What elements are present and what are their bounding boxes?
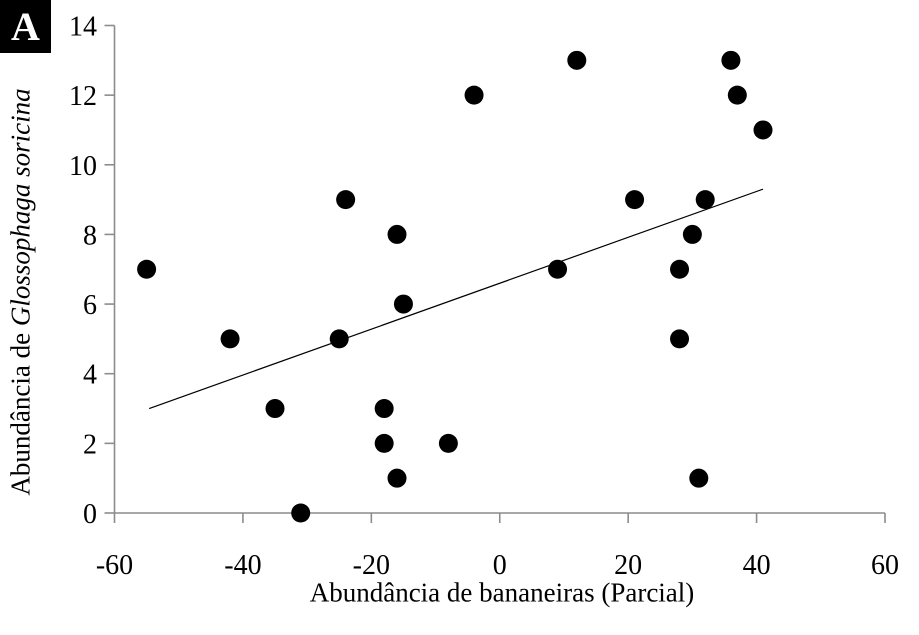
data-point <box>438 433 458 453</box>
y-tick-label: 14 <box>69 12 97 43</box>
y-tick-label: 10 <box>69 151 97 182</box>
data-point <box>464 85 484 105</box>
data-point <box>625 190 645 210</box>
panel-label: A <box>0 0 51 53</box>
data-point <box>689 468 709 488</box>
x-tick-label: 60 <box>871 550 899 581</box>
data-point <box>387 468 407 488</box>
y-tick-label: 2 <box>83 429 97 460</box>
y-tick-label: 8 <box>83 220 97 251</box>
data-point <box>374 433 394 453</box>
data-point <box>753 120 773 140</box>
data-point <box>393 294 413 314</box>
data-point <box>670 329 690 349</box>
x-tick-label: -20 <box>353 550 390 581</box>
data-point <box>721 50 741 70</box>
y-axis-title-text: Abundância de <box>5 326 36 496</box>
data-point <box>548 259 568 279</box>
y-axis-title: Abundância de Glossophaga soricina <box>6 88 37 495</box>
data-point <box>374 399 394 419</box>
data-point <box>265 399 285 419</box>
data-point <box>567 50 587 70</box>
x-tick-label: -60 <box>96 550 133 581</box>
data-point <box>329 329 349 349</box>
data-point <box>695 190 715 210</box>
x-axis-title: Abundância de bananeiras (Parcial) <box>309 577 695 608</box>
x-tick-label: 0 <box>493 550 507 581</box>
trend-line <box>148 188 764 410</box>
data-point <box>336 190 356 210</box>
data-point <box>387 224 407 244</box>
data-point <box>220 329 240 349</box>
x-tick-label: 20 <box>614 550 642 581</box>
y-axis-title-species: Glossophaga soricina <box>5 88 36 327</box>
y-tick-label: 0 <box>83 499 97 530</box>
x-tick-label: -40 <box>224 550 261 581</box>
data-point <box>291 503 311 523</box>
data-point <box>137 259 157 279</box>
y-tick-label: 4 <box>83 360 97 391</box>
y-tick-label: 6 <box>83 290 97 321</box>
data-point <box>670 259 690 279</box>
data-point <box>682 224 702 244</box>
data-point <box>727 85 747 105</box>
x-tick-label: 40 <box>743 550 771 581</box>
y-tick-label: 12 <box>69 81 97 112</box>
